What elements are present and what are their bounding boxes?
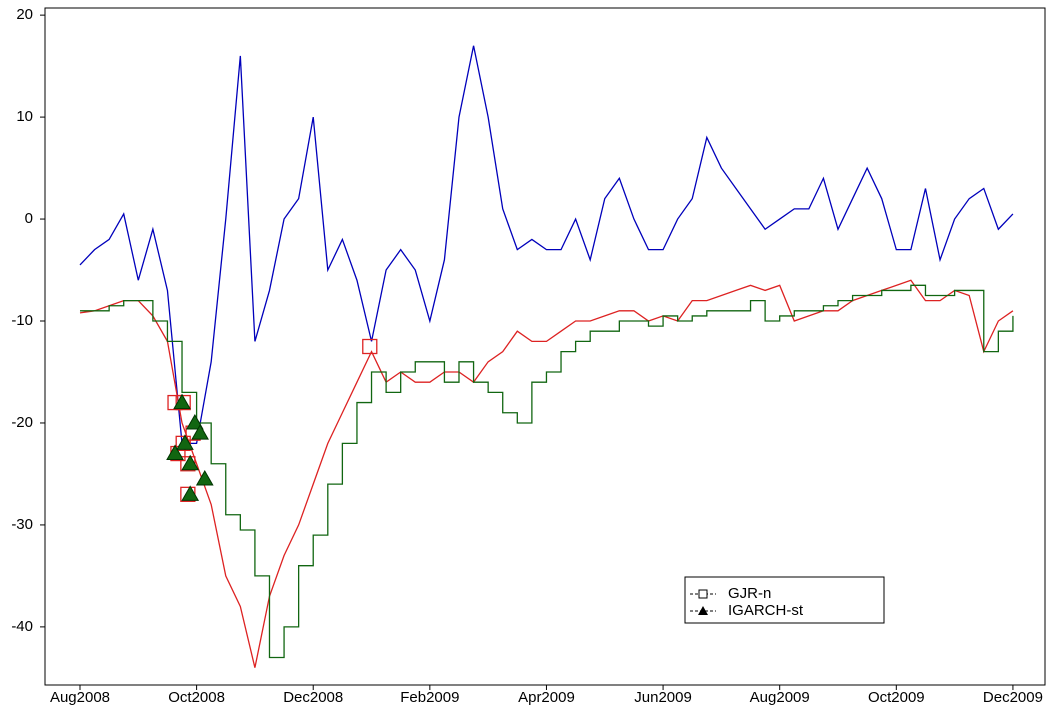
x-tick-label: Feb2009	[400, 689, 459, 706]
x-tick-label: Dec2009	[983, 689, 1043, 706]
marker-triangle	[185, 413, 204, 430]
y-tick-label: 10	[16, 108, 33, 125]
marker-triangle	[181, 454, 200, 471]
series-line	[79, 45, 1014, 445]
marker-square	[175, 435, 191, 452]
series-line	[79, 279, 1014, 668]
x-tick-label: Apr2009	[518, 689, 575, 706]
x-tick-label: Oct2009	[868, 689, 925, 706]
marker-square	[175, 394, 191, 411]
plot-frame	[44, 7, 1046, 686]
legend-triangle	[698, 606, 708, 615]
marker-triangle	[173, 393, 191, 410]
marker-triangle	[176, 434, 194, 450]
marker-triangle	[195, 470, 214, 486]
legend-box	[684, 576, 885, 624]
x-tick-label: Jun2009	[634, 689, 692, 706]
marker-triangle	[191, 424, 209, 440]
legend-label: GJR-n	[728, 585, 771, 602]
y-tick-label: -20	[11, 414, 33, 431]
y-tick-label: 0	[25, 210, 33, 227]
y-tick-label: -10	[11, 312, 33, 329]
y-tick-label: 20	[16, 6, 33, 23]
x-tick-label: Aug2009	[750, 689, 810, 706]
series-line	[79, 284, 1014, 659]
marker-triangle	[166, 444, 184, 461]
legend-label: IGARCH-st	[728, 602, 804, 619]
x-tick-label: Oct2008	[168, 689, 225, 706]
marker-triangle	[181, 485, 200, 501]
legend-square	[698, 589, 708, 599]
marker-square	[362, 338, 378, 355]
y-tick-label: -40	[11, 618, 33, 635]
x-tick-label: Aug2008	[50, 689, 110, 706]
x-tick-label: Dec2008	[283, 689, 343, 706]
y-tick-label: -30	[11, 516, 33, 533]
